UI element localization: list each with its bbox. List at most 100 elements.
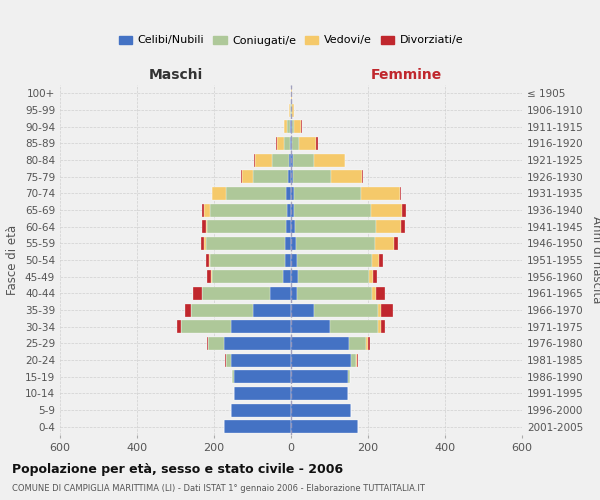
Bar <box>291 404 350 416</box>
Bar <box>290 137 291 150</box>
Bar <box>288 170 291 183</box>
Bar <box>373 270 377 283</box>
Bar <box>290 104 291 117</box>
Bar <box>297 254 372 266</box>
Bar <box>374 237 394 250</box>
Bar <box>206 254 209 266</box>
Bar <box>191 304 253 316</box>
Bar <box>379 254 383 266</box>
Bar <box>242 170 253 183</box>
Bar <box>291 370 348 383</box>
Bar <box>376 287 385 300</box>
Bar <box>285 237 291 250</box>
Text: COMUNE DI CAMPIGLIA MARITTIMA (LI) - Dati ISTAT 1° gennaio 2006 - Elaborazione T: COMUNE DI CAMPIGLIA MARITTIMA (LI) - Dat… <box>12 484 425 493</box>
Bar <box>225 354 226 366</box>
Bar <box>224 420 291 433</box>
Bar <box>291 304 314 316</box>
Bar <box>212 270 283 283</box>
Bar <box>291 220 295 233</box>
Bar <box>401 220 404 233</box>
Bar <box>291 137 292 150</box>
Bar <box>277 137 284 150</box>
Bar <box>208 337 224 350</box>
Bar <box>178 320 181 333</box>
Bar <box>234 370 291 383</box>
Bar <box>350 354 356 366</box>
Bar <box>254 154 255 166</box>
Bar <box>400 187 401 200</box>
Bar <box>394 237 398 250</box>
Bar <box>372 287 376 300</box>
Bar <box>348 370 350 383</box>
Bar <box>377 304 382 316</box>
Bar <box>293 154 314 166</box>
Bar <box>294 187 361 200</box>
Bar <box>287 204 291 216</box>
Bar <box>316 137 318 150</box>
Y-axis label: Fasce di età: Fasce di età <box>7 225 19 295</box>
Bar <box>368 337 370 350</box>
Bar <box>234 387 291 400</box>
Bar <box>372 254 379 266</box>
Bar <box>205 237 206 250</box>
Bar <box>284 120 287 133</box>
Bar <box>296 237 374 250</box>
Bar <box>253 304 291 316</box>
Bar <box>211 270 212 283</box>
Bar <box>232 370 234 383</box>
Bar <box>297 287 372 300</box>
Bar <box>210 254 285 266</box>
Bar <box>270 287 291 300</box>
Bar <box>362 170 363 183</box>
Bar <box>205 204 210 216</box>
Y-axis label: Anni di nascita: Anni di nascita <box>590 216 600 304</box>
Bar <box>206 237 285 250</box>
Bar <box>349 337 366 350</box>
Bar <box>293 170 331 183</box>
Bar <box>331 170 362 183</box>
Bar <box>285 254 291 266</box>
Bar <box>291 170 293 183</box>
Bar <box>185 304 191 316</box>
Bar <box>226 354 232 366</box>
Bar <box>286 220 291 233</box>
Bar <box>287 120 290 133</box>
Bar <box>232 404 291 416</box>
Bar <box>255 154 272 166</box>
Bar <box>202 220 206 233</box>
Bar <box>371 204 402 216</box>
Bar <box>291 120 292 133</box>
Bar <box>253 170 288 183</box>
Bar <box>314 304 377 316</box>
Bar <box>289 154 291 166</box>
Bar <box>193 287 202 300</box>
Bar <box>295 220 376 233</box>
Bar <box>208 270 211 283</box>
Bar <box>293 120 301 133</box>
Bar <box>291 270 298 283</box>
Bar <box>232 354 291 366</box>
Bar <box>299 137 316 150</box>
Bar <box>301 120 302 133</box>
Bar <box>206 220 208 233</box>
Bar <box>361 187 400 200</box>
Bar <box>291 320 329 333</box>
Legend: Celibi/Nubili, Coniugati/e, Vedovi/e, Divorziati/e: Celibi/Nubili, Coniugati/e, Vedovi/e, Di… <box>115 31 467 50</box>
Bar <box>356 354 357 366</box>
Bar <box>382 304 393 316</box>
Bar <box>377 320 382 333</box>
Bar <box>291 87 292 100</box>
Bar <box>293 104 295 117</box>
Bar <box>329 320 377 333</box>
Bar <box>212 187 226 200</box>
Bar <box>369 270 373 283</box>
Bar <box>291 104 292 117</box>
Bar <box>292 120 293 133</box>
Bar <box>209 254 210 266</box>
Bar <box>376 220 401 233</box>
Bar <box>292 137 299 150</box>
Bar <box>291 354 350 366</box>
Text: Femmine: Femmine <box>371 68 442 82</box>
Bar <box>200 237 205 250</box>
Bar <box>402 204 406 216</box>
